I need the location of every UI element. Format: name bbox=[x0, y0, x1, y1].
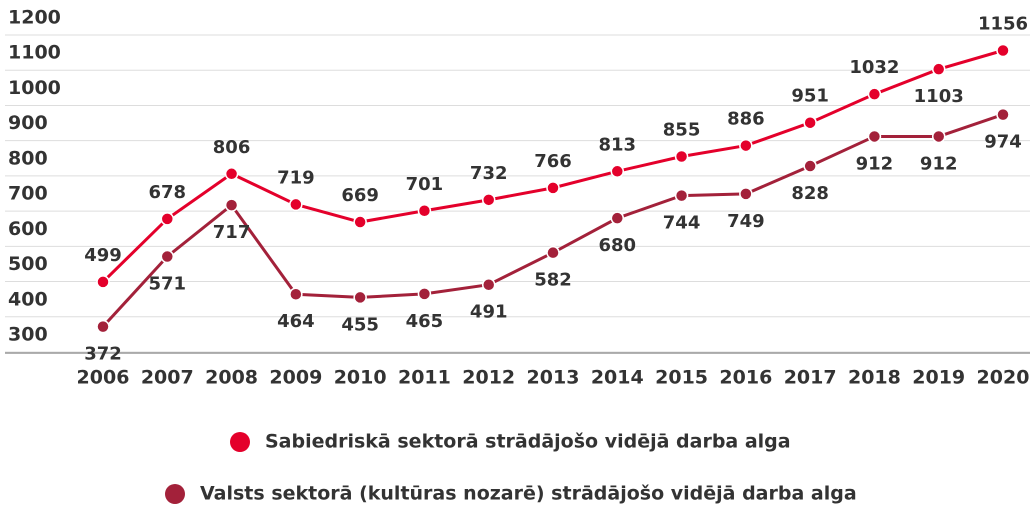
data-label: 669 bbox=[341, 185, 379, 206]
data-point bbox=[417, 204, 432, 218]
y-tick-label: 300 bbox=[8, 324, 48, 346]
data-point bbox=[289, 197, 303, 212]
data-label: 719 bbox=[277, 167, 315, 188]
data-point bbox=[739, 138, 753, 153]
data-label: 455 bbox=[341, 314, 379, 335]
y-tick-label: 1200 bbox=[8, 7, 61, 29]
data-label: 464 bbox=[277, 311, 315, 332]
y-tick-label: 600 bbox=[8, 218, 48, 240]
data-label: 886 bbox=[727, 109, 765, 130]
data-label: 855 bbox=[663, 120, 701, 141]
legend-marker bbox=[165, 484, 185, 504]
x-tick-label: 2019 bbox=[912, 367, 965, 389]
data-label: 678 bbox=[148, 182, 186, 203]
data-label: 701 bbox=[406, 174, 444, 195]
data-point bbox=[739, 187, 753, 201]
data-point bbox=[803, 159, 817, 173]
x-tick-label: 2010 bbox=[334, 367, 387, 389]
data-point bbox=[96, 319, 110, 334]
data-point bbox=[96, 275, 110, 289]
x-tick-label: 2014 bbox=[591, 367, 644, 389]
data-point bbox=[546, 181, 560, 195]
data-point bbox=[610, 164, 625, 179]
data-point bbox=[224, 167, 239, 181]
data-point bbox=[546, 245, 560, 260]
data-label: 828 bbox=[791, 183, 829, 204]
data-point bbox=[803, 115, 817, 130]
y-tick-label: 1000 bbox=[8, 77, 61, 99]
data-point bbox=[996, 107, 1010, 122]
data-point bbox=[417, 287, 432, 301]
data-point bbox=[353, 290, 367, 305]
data-label: 1103 bbox=[914, 86, 964, 107]
data-label: 974 bbox=[984, 132, 1022, 153]
data-point bbox=[289, 287, 303, 301]
data-point bbox=[867, 129, 882, 144]
data-label: 1032 bbox=[849, 57, 899, 78]
y-tick-label: 500 bbox=[8, 253, 48, 275]
x-tick-label: 2016 bbox=[719, 367, 772, 389]
y-tick-label: 400 bbox=[8, 288, 48, 310]
data-label: 732 bbox=[470, 163, 508, 184]
data-label: 717 bbox=[213, 222, 251, 243]
data-label: 813 bbox=[598, 134, 636, 155]
data-point bbox=[224, 198, 239, 212]
y-tick-label: 1100 bbox=[8, 42, 61, 64]
data-point bbox=[867, 87, 882, 101]
data-point bbox=[931, 129, 946, 144]
data-point bbox=[931, 62, 946, 76]
x-tick-label: 2012 bbox=[462, 367, 515, 389]
y-tick-label: 900 bbox=[8, 112, 48, 134]
legend-label: Sabiedriskā sektorā strādājošo vidējā da… bbox=[265, 431, 791, 453]
y-tick-label: 700 bbox=[8, 183, 48, 205]
data-label: 499 bbox=[84, 245, 122, 266]
data-label: 1156 bbox=[978, 13, 1028, 34]
x-tick-label: 2009 bbox=[269, 367, 322, 389]
data-point bbox=[160, 212, 175, 226]
data-label: 806 bbox=[213, 137, 251, 158]
y-tick-label: 800 bbox=[8, 147, 48, 169]
data-label: 582 bbox=[534, 270, 572, 291]
data-point bbox=[481, 277, 496, 292]
data-point bbox=[996, 43, 1010, 58]
x-tick-label: 2018 bbox=[848, 367, 901, 389]
data-label: 912 bbox=[856, 153, 894, 174]
legend-marker bbox=[230, 432, 250, 452]
x-tick-label: 2017 bbox=[784, 367, 837, 389]
data-point bbox=[674, 188, 689, 203]
data-label: 766 bbox=[534, 151, 572, 172]
data-point bbox=[160, 249, 175, 264]
x-tick-label: 2020 bbox=[977, 367, 1030, 389]
data-label: 491 bbox=[470, 302, 508, 323]
data-label: 951 bbox=[791, 86, 829, 107]
x-tick-label: 2015 bbox=[655, 367, 708, 389]
data-point bbox=[610, 211, 625, 225]
x-tick-label: 2006 bbox=[77, 367, 130, 389]
legend-label: Valsts sektorā (kultūras nozarē) strādāj… bbox=[200, 483, 857, 505]
data-point bbox=[674, 149, 689, 164]
data-label: 749 bbox=[727, 211, 765, 232]
data-label: 571 bbox=[148, 274, 186, 295]
x-tick-label: 2011 bbox=[398, 367, 451, 389]
data-label: 372 bbox=[84, 344, 122, 365]
data-label: 912 bbox=[920, 153, 958, 174]
x-tick-label: 2008 bbox=[205, 367, 258, 389]
data-point bbox=[481, 193, 496, 207]
data-label: 680 bbox=[598, 235, 636, 256]
x-tick-label: 2013 bbox=[527, 367, 580, 389]
data-label: 744 bbox=[663, 213, 701, 234]
data-label: 465 bbox=[406, 311, 444, 332]
data-point bbox=[353, 215, 367, 229]
x-tick-label: 2007 bbox=[141, 367, 194, 389]
